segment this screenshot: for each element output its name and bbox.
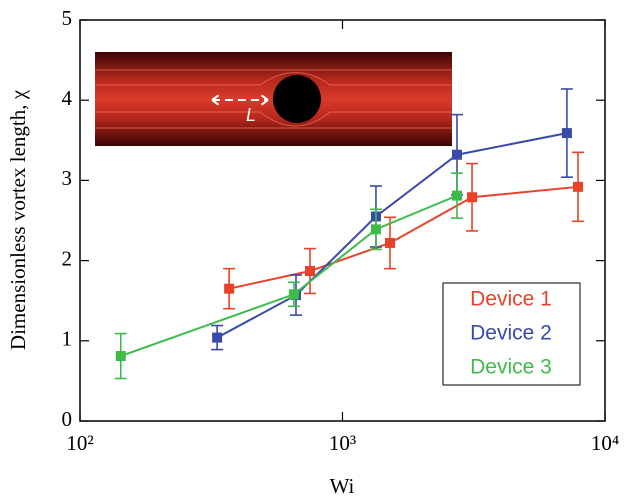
y-axis-label: Dimensionless vortex length, χ [6,89,30,350]
legend-label: Device 3 [470,356,552,379]
y-tick-label: 4 [62,86,73,110]
legend-box [442,282,581,386]
data-point [212,332,223,343]
data-point [288,289,299,300]
data-point [451,149,462,160]
series-line [120,194,458,357]
data-point [561,128,572,139]
data-point [305,266,316,277]
data-point [385,237,396,248]
y-tick-label: 3 [62,166,73,190]
series-line [228,185,579,290]
data-point [115,351,126,362]
x-tick-label: 10³ [329,431,356,455]
data-point [224,283,235,294]
legend-label: Device 1 [470,288,552,311]
inset-image: L [95,52,452,146]
data-point [451,190,462,201]
x-tick-label: 10⁴ [591,431,619,455]
data-point [370,224,381,235]
inset-label: L [246,105,256,125]
x-axis-label: Wi [330,474,355,498]
y-tick-label: 0 [62,407,73,431]
y-tick-label: 5 [62,6,73,30]
legend-label: Device 2 [470,322,552,345]
data-point [467,192,478,203]
y-tick-label: 2 [62,246,73,270]
x-tick-label: 10² [66,431,93,455]
data-point [572,181,583,192]
y-tick-label: 1 [62,327,73,351]
